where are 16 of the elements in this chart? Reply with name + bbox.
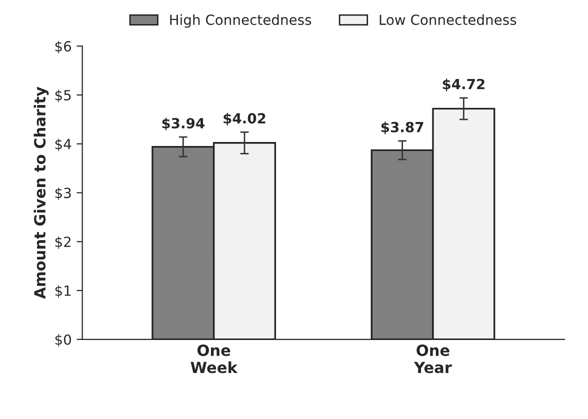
x-tick-label: One Week [190, 344, 238, 374]
data-label: $4.02 [224, 112, 266, 126]
y-tick-label: $1 [55, 285, 71, 298]
legend-label: Low Connectedness [380, 14, 516, 26]
y-tick-label: $3 [55, 187, 71, 200]
y-tick-label: $5 [55, 90, 71, 102]
y-tick-label: $4 [55, 138, 72, 152]
y-tick-label: $2 [55, 236, 71, 249]
data-label: $3.87 [381, 122, 424, 134]
legend-label: High Connectedness [170, 14, 312, 28]
x-tick-label: One Year [414, 344, 452, 374]
y-tick-label: $6 [55, 40, 72, 54]
y-axis-title: Amount Given to Charity [34, 86, 49, 299]
data-label: $4.72 [442, 78, 484, 92]
data-label: $3.94 [162, 118, 204, 130]
y-tick-label: $0 [55, 334, 71, 347]
